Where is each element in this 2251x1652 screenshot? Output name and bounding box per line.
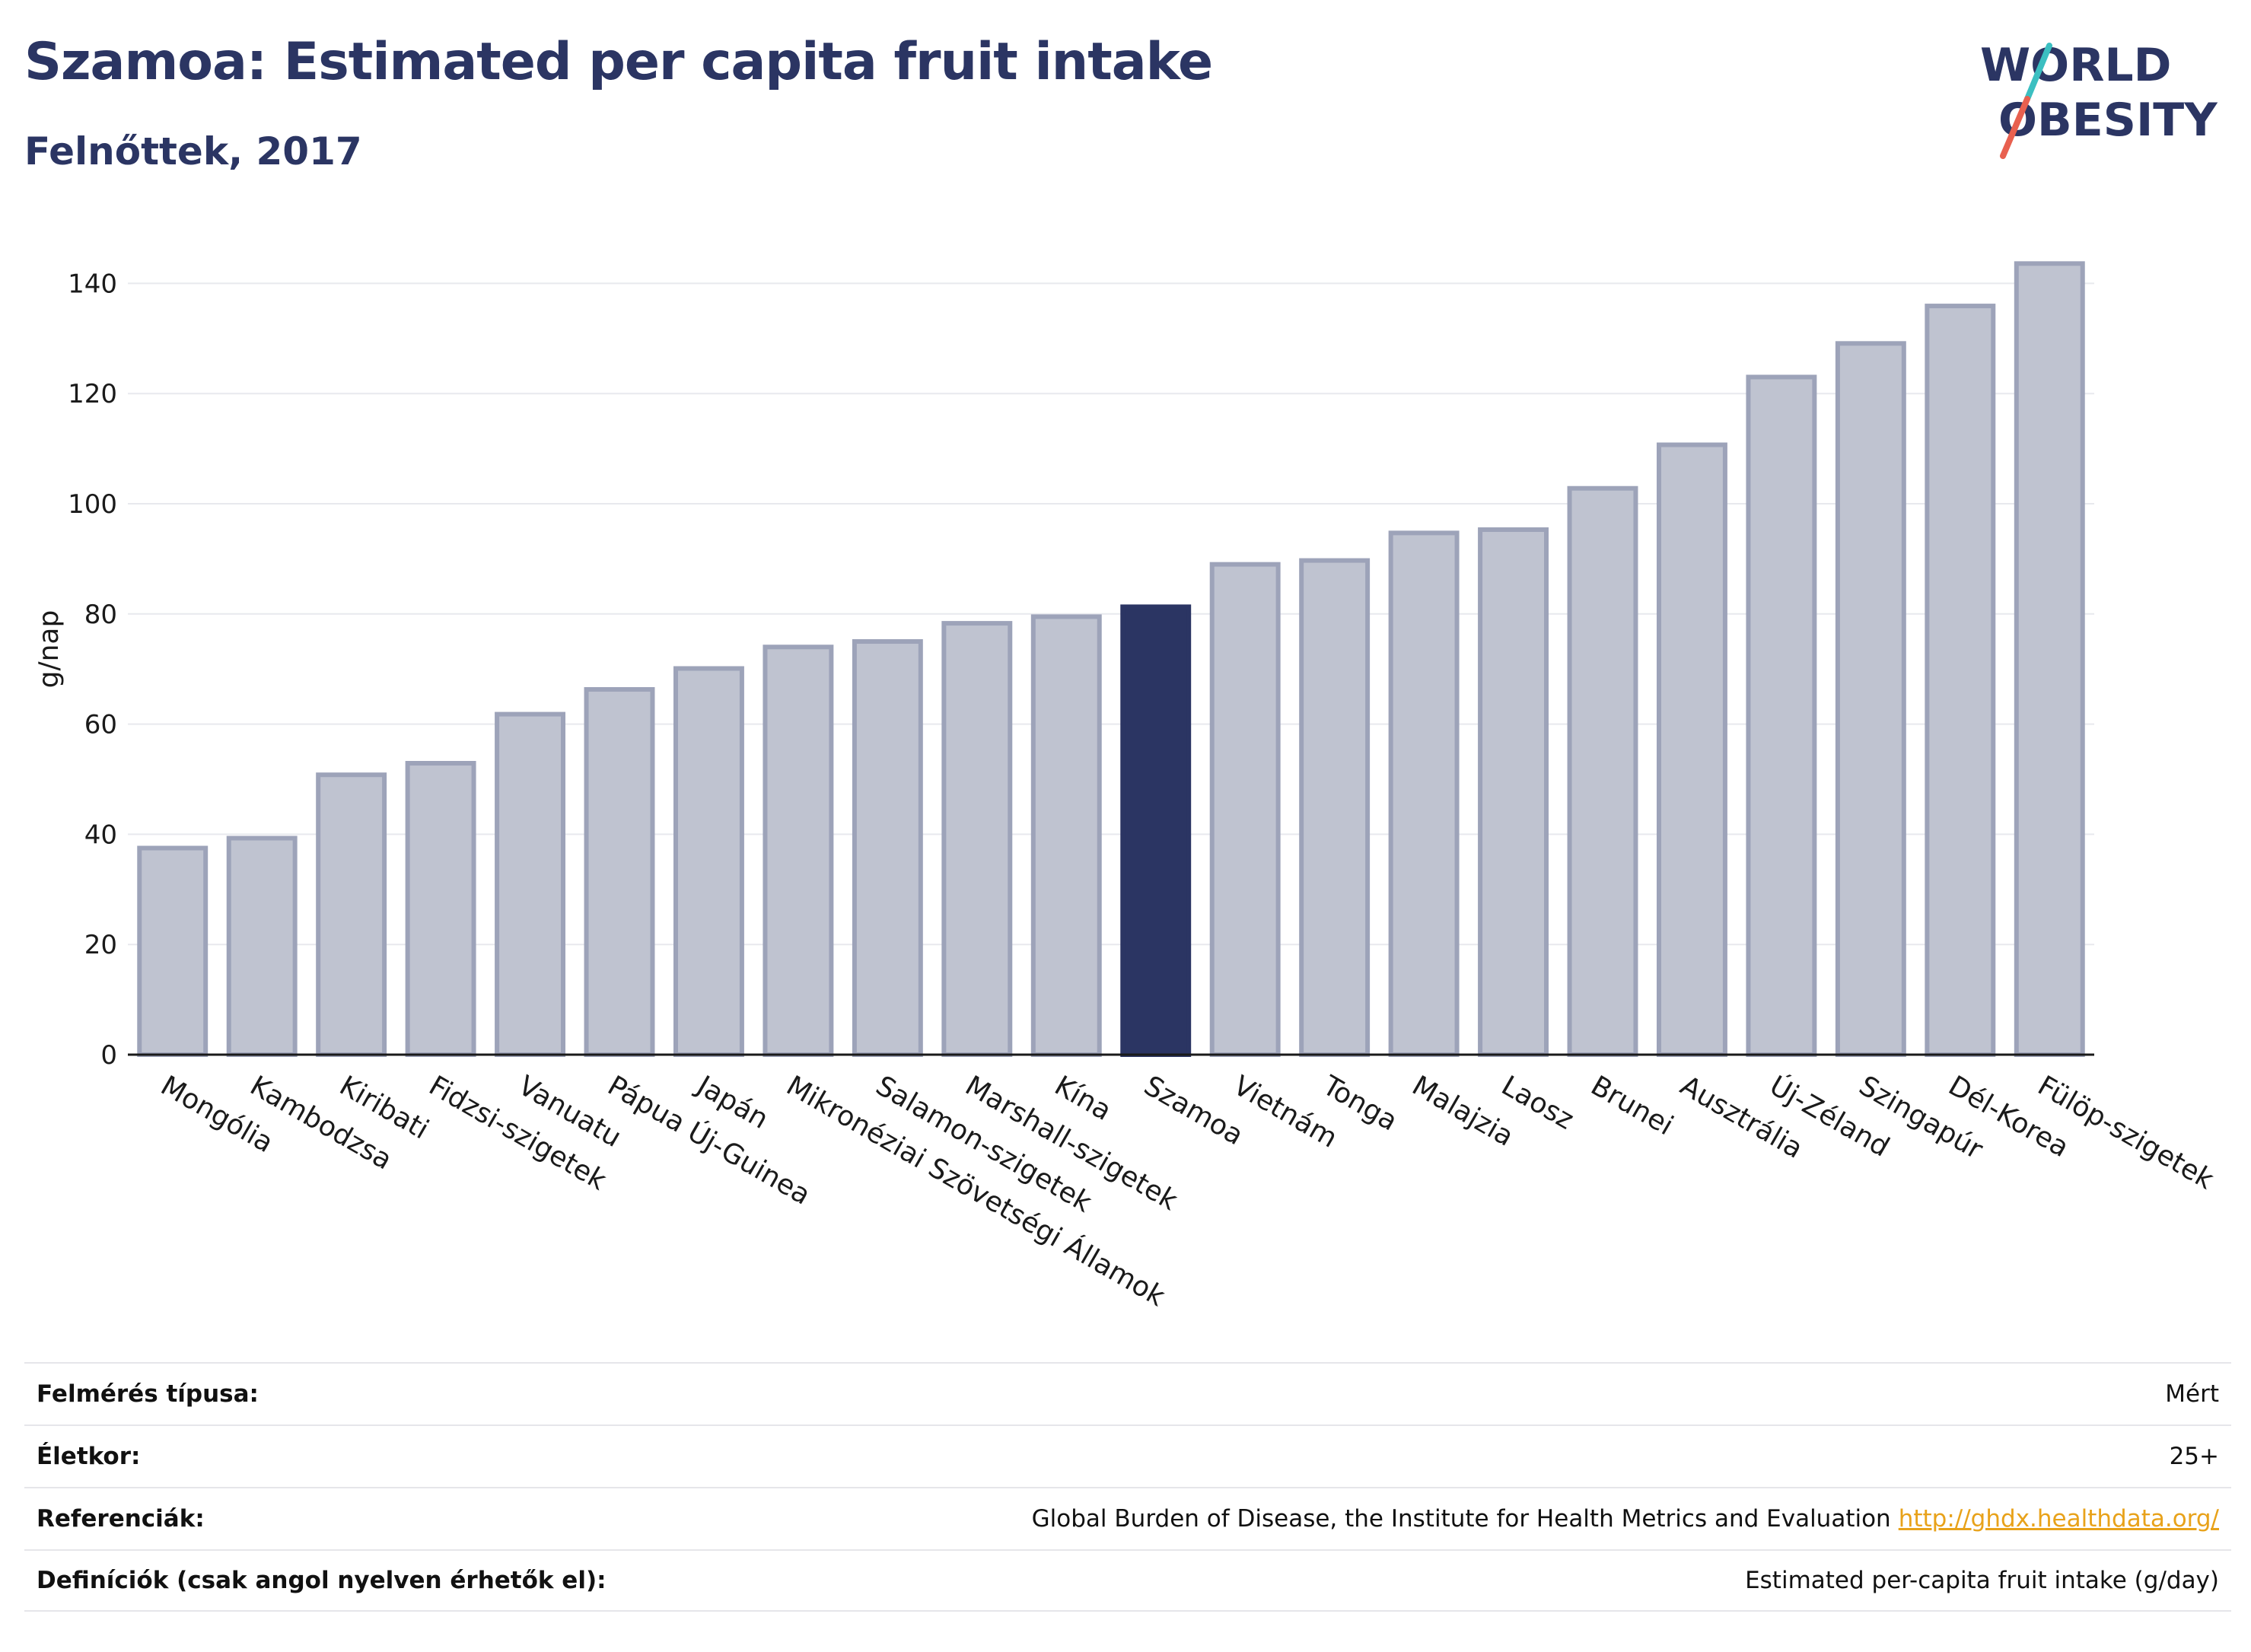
info-row-references: Referenciák: Global Burden of Disease, t… [24,1487,2231,1549]
bar-5 [584,686,655,1057]
bar-15 [1478,527,1549,1057]
bar-8 [852,639,923,1057]
bar-19 [1835,341,1906,1058]
logo-line-2: OBESITY [1998,94,2218,147]
info-value: Global Burden of Disease, the Institute … [1031,1505,1891,1533]
x-tick-label: Szamoa [1138,1070,1248,1151]
logo-line-1: WORLD [1980,39,2171,92]
bar-21 [2014,261,2085,1057]
bar-3 [405,761,476,1058]
world-obesity-logo: WORLD OBESITY [1980,39,2218,159]
bar-12 [1209,562,1281,1057]
logo-slash-teal [2024,43,2052,102]
y-tick-label: 120 [68,379,117,409]
y-tick-label: 0 [100,1040,117,1071]
y-axis-ticks: 0 20 40 60 80 100 120 140 [68,269,117,1071]
bar-4 [495,711,566,1057]
x-tick-label: Malajzia [1407,1070,1519,1153]
bar-7 [763,645,834,1057]
bar-chart: 0 20 40 60 80 100 120 140 MongóliaKambodzsaKiri… [33,261,2219,1313]
info-label: Referenciák: [37,1505,205,1533]
bar-18 [1746,374,1817,1058]
y-tick-label: 60 [84,710,117,740]
info-value: Estimated per-capita fruit intake (g/day… [1745,1567,2219,1594]
bar-20 [1925,304,1996,1058]
info-value: Mért [2165,1380,2219,1408]
info-label: Felmérés típusa: [37,1380,259,1408]
bar-9 [941,621,1013,1057]
info-row-definitions: Definíciók (csak angol nyelven érhetők e… [24,1549,2231,1612]
info-row-survey-type: Felmérés típusa: Mért [24,1362,2231,1424]
bar-10 [1030,614,1102,1057]
info-value: 25+ [2169,1443,2219,1470]
logo-slash-red [2000,96,2030,159]
y-tick-label: 140 [68,269,117,299]
y-tick-label: 100 [68,489,117,520]
bar-17 [1656,442,1727,1057]
bar-13 [1299,558,1371,1057]
x-axis-ticks: MongóliaKambodzsaKiribatiFidzsi-szigetek… [155,1069,2219,1313]
chart-title: Szamoa: Estimated per capita fruit intak… [24,32,1213,92]
bars [137,261,2085,1058]
y-axis-label: g/nap [33,610,65,689]
bar-0 [137,845,209,1057]
bar-11 [1120,604,1192,1057]
info-label: Definíciók (csak angol nyelven érhetők e… [37,1567,607,1594]
reference-link[interactable]: http://ghdx.healthdata.org/ [1898,1505,2219,1533]
info-table: Felmérés típusa: Mért Életkor: 25+ Refer… [24,1362,2231,1612]
bar-6 [673,666,744,1057]
bar-14 [1388,530,1460,1057]
info-label: Életkor: [37,1443,141,1470]
y-tick-label: 40 [84,820,117,850]
bar-16 [1567,485,1638,1057]
y-tick-label: 80 [84,600,117,630]
bar-2 [316,772,387,1057]
bar-1 [226,836,298,1058]
y-tick-label: 20 [84,930,117,960]
info-value-wrap: Global Burden of Disease, the Institute … [1032,1505,2219,1533]
x-tick-label: Brunei [1586,1070,1679,1141]
info-row-age: Életkor: 25+ [24,1424,2231,1487]
chart-subtitle: Felnőttek, 2017 [24,129,362,173]
